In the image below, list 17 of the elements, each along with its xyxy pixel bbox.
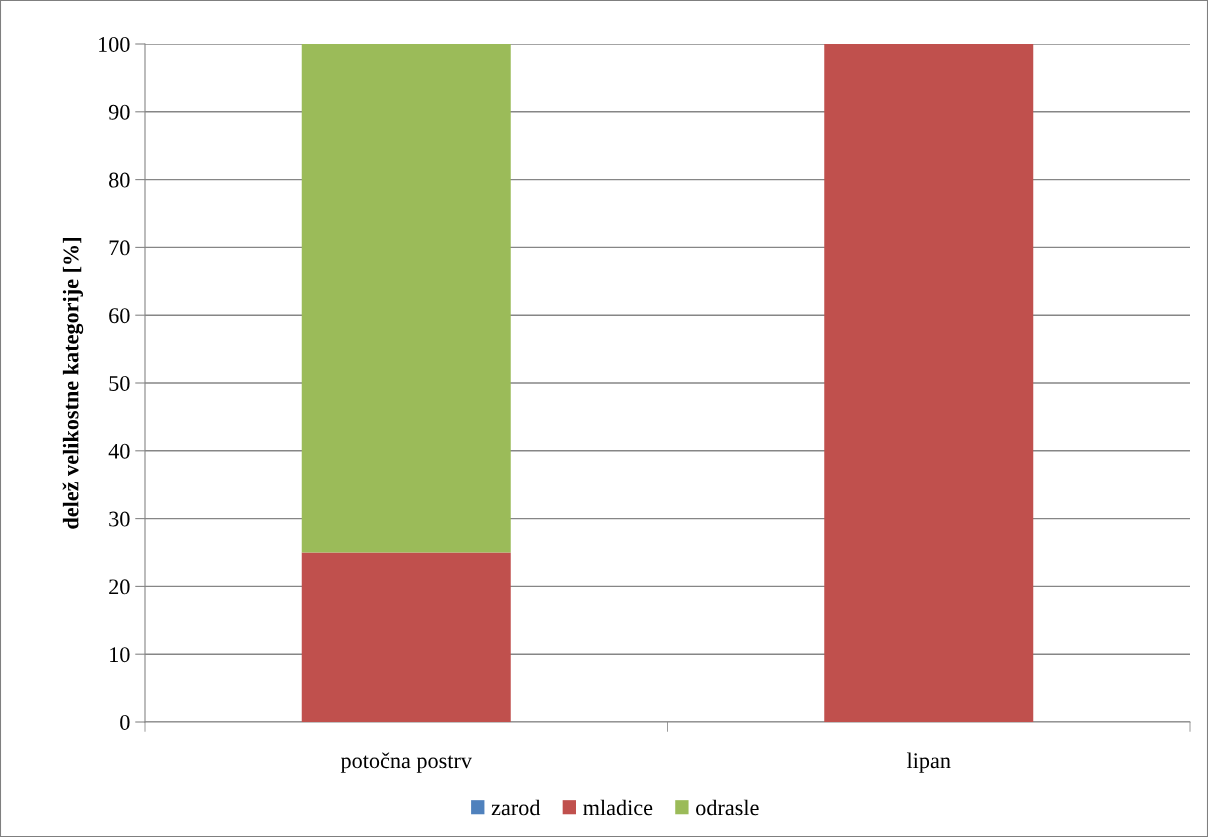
y-tick-label: 80 xyxy=(109,172,130,188)
y-tick-label: 30 xyxy=(109,511,130,527)
y-tick-label: 50 xyxy=(109,375,130,391)
legend-label: mladice xyxy=(583,799,653,816)
legend-label: zarod xyxy=(491,799,541,816)
y-tick-label: 20 xyxy=(109,579,130,595)
y-tick-label: 100 xyxy=(99,36,130,52)
y-tick-label: 0 xyxy=(120,714,130,730)
y-tick-label: 40 xyxy=(108,443,130,459)
y-tick-label: 10 xyxy=(110,647,130,663)
y-tick-label: 70 xyxy=(109,240,130,256)
legend-label: odrasle xyxy=(696,799,759,816)
x-tick-label: lipan xyxy=(906,752,951,773)
y-axis-title: delež velikostne kategorije [%] xyxy=(62,238,84,529)
y-tick-label: 90 xyxy=(108,104,130,120)
y-tick-label: 60 xyxy=(109,308,130,324)
x-tick-label: potočna postrv xyxy=(340,752,472,773)
